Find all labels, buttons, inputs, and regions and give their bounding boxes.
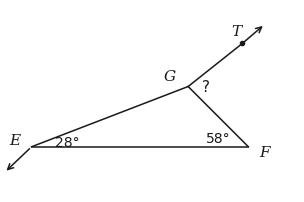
Text: ?: ?	[202, 80, 210, 95]
Text: E: E	[9, 134, 20, 148]
Text: 58°: 58°	[206, 132, 230, 145]
Text: F: F	[260, 145, 270, 159]
Text: T: T	[231, 24, 241, 38]
Text: G: G	[164, 69, 176, 83]
Text: 28°: 28°	[55, 136, 80, 150]
